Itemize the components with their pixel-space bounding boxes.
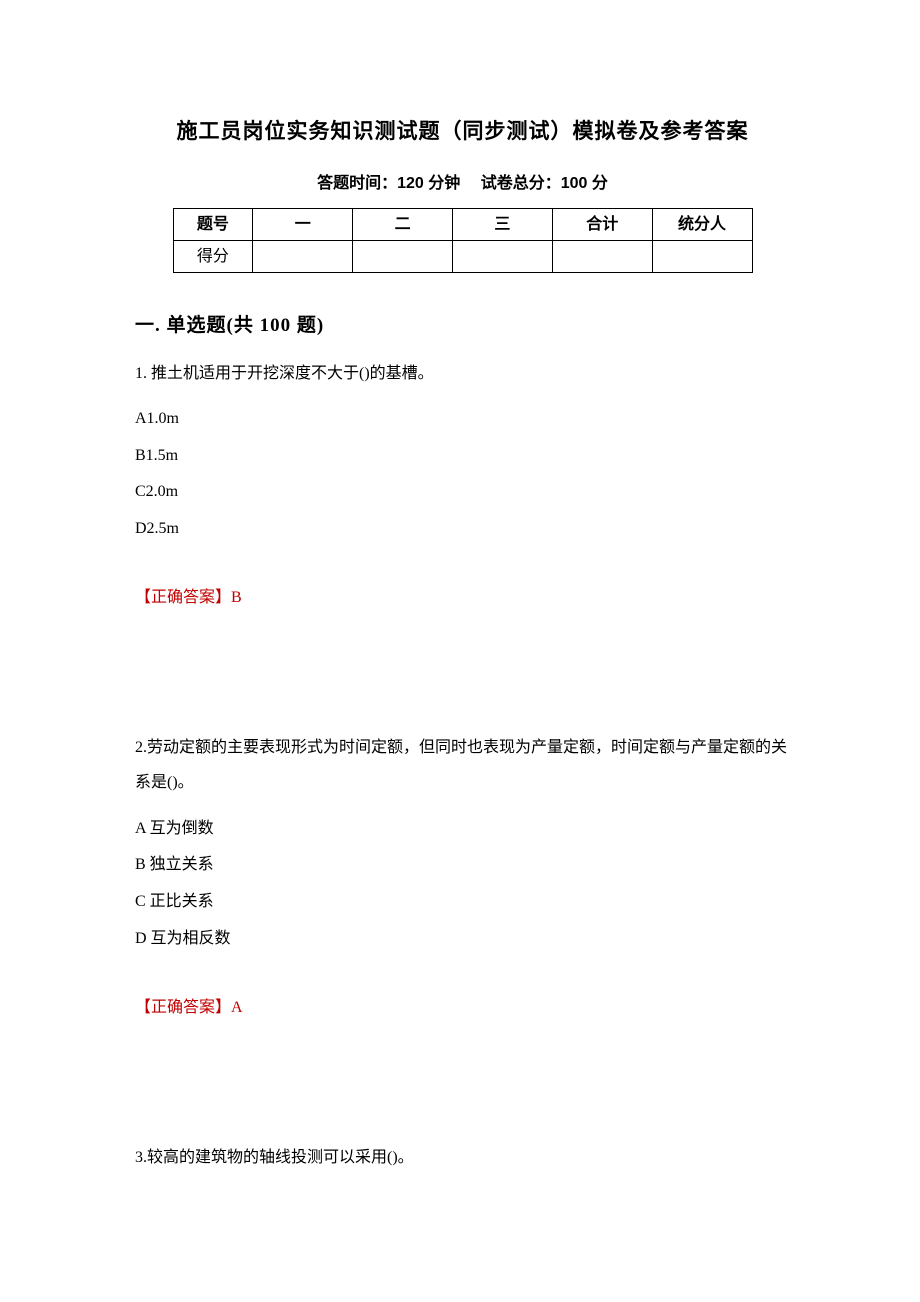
- cell-header-3: 三: [452, 209, 552, 241]
- option-c: C2.0m: [135, 474, 790, 511]
- option-b: B1.5m: [135, 438, 790, 475]
- cell-score-scorer: [652, 241, 752, 273]
- option-a: A1.0m: [135, 401, 790, 438]
- table-row: 得分: [173, 241, 752, 273]
- section-heading: 一. 单选题(共 100 题): [135, 311, 790, 341]
- cell-score-3: [452, 241, 552, 273]
- cell-header-scorer: 统分人: [652, 209, 752, 241]
- question-3: 3.较高的建筑物的轴线投测可以采用()。: [135, 1140, 790, 1175]
- answer-label-text: 【正确答案】: [135, 589, 231, 606]
- cell-header-total: 合计: [552, 209, 652, 241]
- cell-score-label: 得分: [173, 241, 253, 273]
- score-table: 题号 一 二 三 合计 统分人 得分: [173, 208, 753, 273]
- answer-value: B: [231, 589, 242, 606]
- cell-score-1: [253, 241, 353, 273]
- question-stem: 3.较高的建筑物的轴线投测可以采用()。: [135, 1140, 790, 1175]
- option-a: A 互为倒数: [135, 811, 790, 848]
- question-stem: 2.劳动定额的主要表现形式为时间定额，但同时也表现为产量定额，时间定额与产量定额…: [135, 730, 790, 800]
- table-row: 题号 一 二 三 合计 统分人: [173, 209, 752, 241]
- question-1: 1. 推土机适用于开挖深度不大于()的基槽。 A1.0m B1.5m C2.0m…: [135, 356, 790, 616]
- doc-title: 施工员岗位实务知识测试题（同步测试）模拟卷及参考答案: [135, 115, 790, 149]
- cell-score-total: [552, 241, 652, 273]
- option-b: B 独立关系: [135, 847, 790, 884]
- answer-line: 【正确答案】A: [135, 990, 790, 1025]
- option-d: D 互为相反数: [135, 921, 790, 958]
- meta-line: 答题时间：120 分钟 试卷总分：100 分: [135, 171, 790, 197]
- cell-header-1: 一: [253, 209, 353, 241]
- question-stem: 1. 推土机适用于开挖深度不大于()的基槽。: [135, 356, 790, 391]
- cell-header-label: 题号: [173, 209, 253, 241]
- cell-header-2: 二: [353, 209, 453, 241]
- question-2: 2.劳动定额的主要表现形式为时间定额，但同时也表现为产量定额，时间定额与产量定额…: [135, 730, 790, 1025]
- answer-value: A: [231, 999, 243, 1016]
- option-c: C 正比关系: [135, 884, 790, 921]
- cell-score-2: [353, 241, 453, 273]
- option-d: D2.5m: [135, 511, 790, 548]
- answer-line: 【正确答案】B: [135, 580, 790, 615]
- answer-label-text: 【正确答案】: [135, 999, 231, 1016]
